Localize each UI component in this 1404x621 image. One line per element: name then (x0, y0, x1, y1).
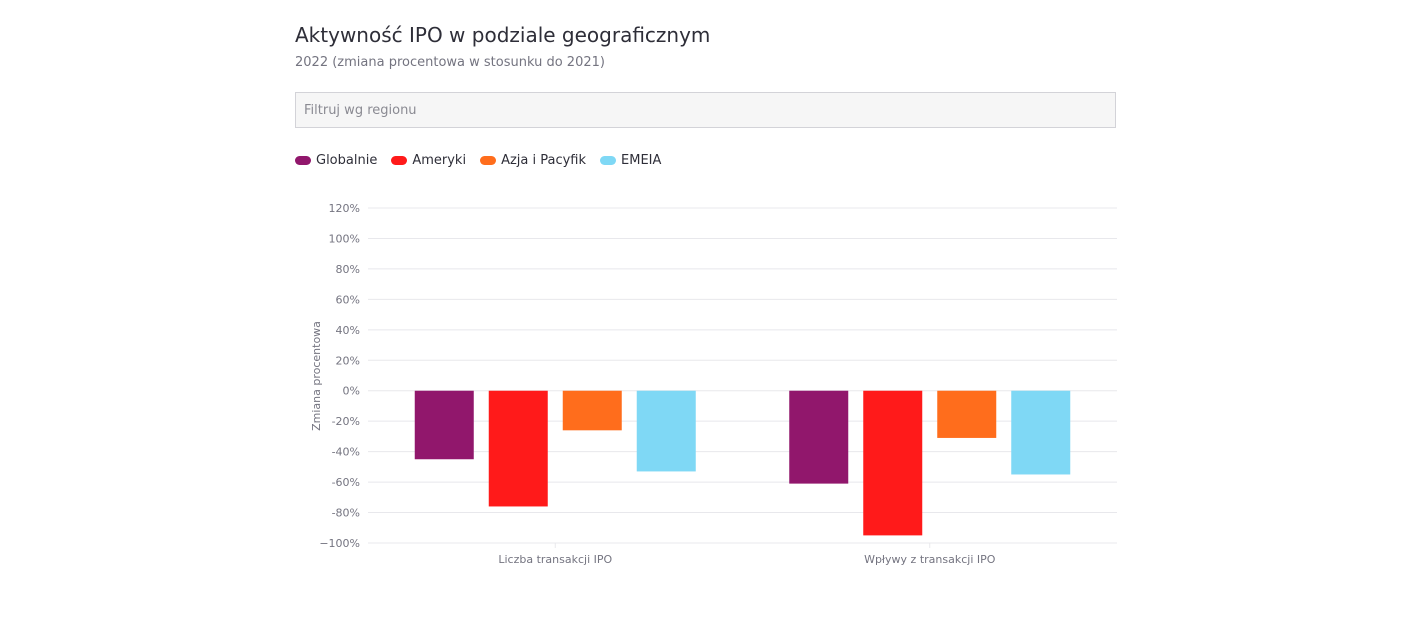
legend-item-ameryki[interactable]: Ameryki (391, 153, 466, 168)
legend-swatch-globalnie (295, 156, 311, 165)
y-tick-label: 100% (329, 232, 360, 245)
y-tick-label: -80% (332, 507, 360, 520)
y-tick-label: 120% (329, 202, 360, 215)
y-tick-label: -20% (332, 415, 360, 428)
region-filter[interactable] (295, 92, 1116, 128)
legend-swatch-azja-pacyfik (480, 156, 497, 165)
y-tick-label: −100% (319, 537, 360, 550)
legend-label-globalnie: Globalnie (316, 153, 378, 168)
chart-title: Aktywność IPO w podziale geograficznym (295, 23, 711, 47)
y-tick-label: -40% (332, 446, 360, 459)
bar-emeia-2[interactable] (1011, 390, 1071, 475)
legend-swatch-ameryki (391, 156, 408, 165)
chart-subtitle: 2022 (zmiana procentowa w stosunku do 20… (295, 55, 605, 70)
y-tick-label: 20% (336, 354, 360, 367)
y-tick-label: 40% (336, 324, 360, 337)
y-tick-label: 0% (343, 385, 360, 398)
y-axis-label: Zmiana procentowa (310, 321, 323, 431)
legend-item-emeia[interactable]: EMEIA (600, 153, 661, 168)
bar-ameryki-1[interactable] (488, 390, 548, 507)
legend-item-azja-pacyfik[interactable]: Azja i Pacyfik (480, 153, 586, 168)
legend-label-azja-pacyfik: Azja i Pacyfik (501, 153, 587, 168)
bars (414, 390, 1071, 536)
bar-globalnie-1[interactable] (414, 390, 474, 460)
y-tick-label: 80% (336, 263, 360, 276)
x-axis-ticks: Liczba transakcji IPO Wpływy z transakcji… (498, 543, 996, 566)
legend-label-emeia: EMEIA (621, 153, 662, 168)
grid-lines (368, 207, 1117, 544)
legend-item-globalnie[interactable]: Globalnie (295, 153, 377, 168)
x-tick-label: Wpływy z transakcji IPO (864, 553, 996, 566)
bar-azja-i-pacyfik-1[interactable] (562, 390, 622, 431)
region-filter-input[interactable] (296, 93, 1115, 127)
bar-azja-i-pacyfik-2[interactable] (937, 390, 997, 438)
chart-legend: Globalnie Ameryki Azja i Pacyfik EMEIA (295, 153, 661, 168)
y-tick-label: 60% (336, 293, 360, 306)
y-tick-label: -60% (332, 476, 360, 489)
bar-emeia-1[interactable] (636, 390, 696, 472)
y-axis-ticks: 120% 100% 80% 60% 40% 20% 0% -20% -40% -60% -80% −1… (319, 202, 360, 550)
bar-globalnie-2[interactable] (789, 390, 849, 484)
x-tick-label: Liczba transakcji IPO (498, 553, 612, 566)
legend-swatch-emeia (600, 156, 617, 165)
bar-ameryki-2[interactable] (863, 390, 923, 536)
legend-label-ameryki: Ameryki (412, 153, 467, 168)
